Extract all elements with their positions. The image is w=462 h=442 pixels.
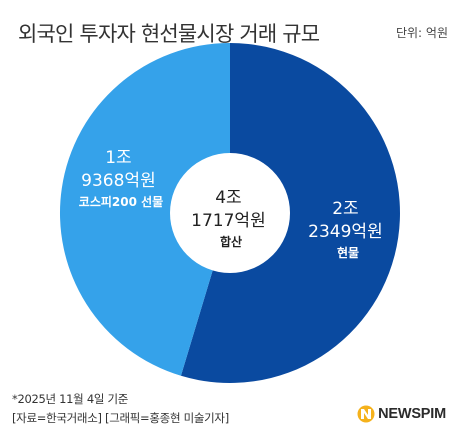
footnote-credit: [자료=한국거래소] [그래픽=홍종현 미술기자] <box>12 411 229 425</box>
pie-slice-kospi200-futures <box>59 43 230 376</box>
unit-label: 단위: 억원 <box>395 26 448 40</box>
center-hole <box>170 153 290 273</box>
slice-label-spot-amount-line2: 2349억원 <box>308 222 383 242</box>
slice-label-spot-name: 현물 <box>337 245 359 260</box>
newspim-logo: NEWSPIM <box>357 405 446 423</box>
total-label: 4조 1717억원 합산 <box>191 188 271 249</box>
newspim-logo-icon <box>357 405 375 423</box>
pie-slice-spot <box>180 43 400 383</box>
slice-label-spot-amount-line1: 2조 <box>332 199 358 219</box>
slice-label-kospi200-amount-line2: 9368억원 <box>81 171 156 191</box>
footnote-date: *2025년 11월 4일 기준 <box>12 392 129 406</box>
chart-title: 외국인 투자자 현선물시장 거래 규모 <box>18 22 320 46</box>
slice-label-kospi200-futures: 1조 9368억원 코스피200 선물 <box>79 148 163 209</box>
total-amount-line2: 1717억원 <box>191 211 266 231</box>
slice-label-spot: 2조 2349억원 현물 <box>308 199 388 260</box>
total-name: 합산 <box>220 234 242 249</box>
slice-label-kospi200-name: 코스피200 선물 <box>79 194 163 209</box>
slice-label-kospi200-amount-line1: 1조 <box>105 148 131 168</box>
newspim-logo-text: NEWSPIM <box>378 406 446 422</box>
total-amount-line1: 4조 <box>215 188 241 208</box>
